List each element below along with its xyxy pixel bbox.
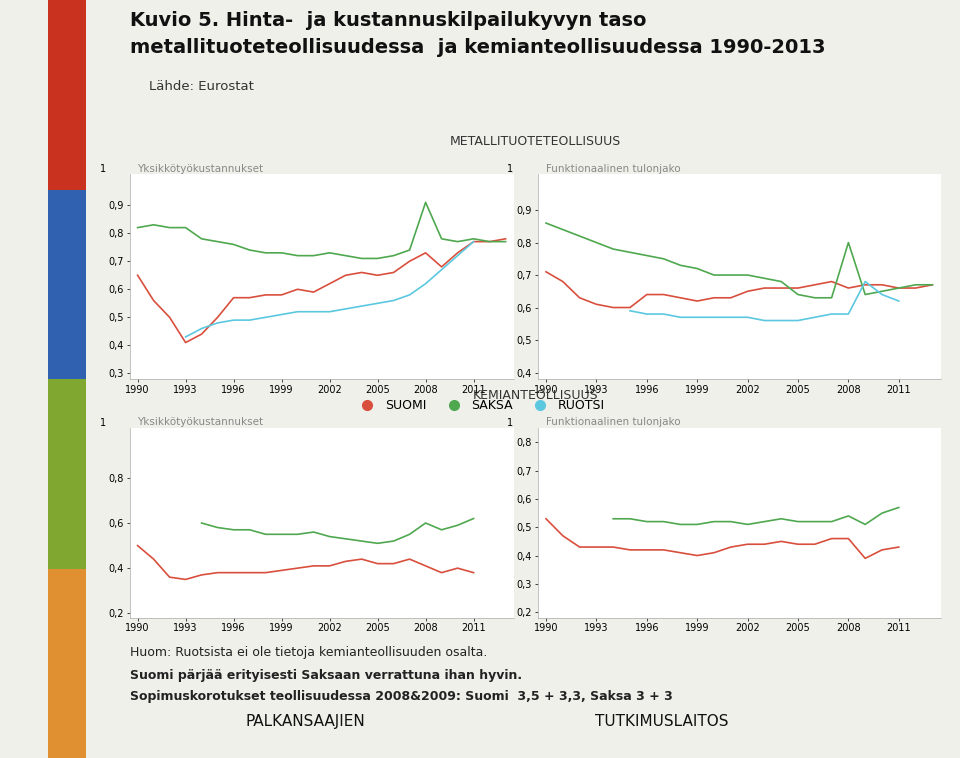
- Bar: [47, 190, 86, 379]
- Text: metallituoteteollisuudessa  ja kemianteollisuudessa 1990-2013: metallituoteteollisuudessa ja kemianteol…: [130, 38, 825, 57]
- Text: PALKANSAAJIEN: PALKANSAAJIEN: [245, 714, 365, 729]
- Bar: [47, 568, 86, 758]
- Text: METALLITUOTETEOLLISUUS: METALLITUOTETEOLLISUUS: [449, 135, 621, 148]
- Bar: [47, 0, 86, 190]
- Text: Yksikkötyökustannukset: Yksikkötyökustannukset: [137, 164, 263, 174]
- Legend: SUOMI, SAKSA, RUOTSI: SUOMI, SAKSA, RUOTSI: [350, 394, 610, 417]
- Text: Suomi pärjää erityisesti Saksaan verrattuna ihan hyvin.: Suomi pärjää erityisesti Saksaan verratt…: [130, 669, 521, 681]
- Text: KEMIANTEOLLISUUS: KEMIANTEOLLISUUS: [472, 389, 598, 402]
- Text: Sopimuskorotukset teollisuudessa 2008&2009: Suomi  3,5 + 3,3, Saksa 3 + 3: Sopimuskorotukset teollisuudessa 2008&20…: [130, 690, 672, 703]
- Text: Huom: Ruotsista ei ole tietoja kemianteollisuuden osalta.: Huom: Ruotsista ei ole tietoja kemianteo…: [130, 646, 487, 659]
- Text: Funktionaalinen tulonjako: Funktionaalinen tulonjako: [545, 418, 681, 428]
- Text: Funktionaalinen tulonjako: Funktionaalinen tulonjako: [545, 164, 681, 174]
- Bar: [47, 379, 86, 568]
- Text: Yksikkötyökustannukset: Yksikkötyökustannukset: [137, 418, 263, 428]
- Text: 1: 1: [507, 164, 514, 174]
- Text: 1: 1: [507, 418, 514, 428]
- Text: Lähde: Eurostat: Lähde: Eurostat: [149, 80, 253, 92]
- Text: Kuvio 5. Hinta-  ja kustannuskilpailukyvyn taso: Kuvio 5. Hinta- ja kustannuskilpailukyvy…: [130, 11, 646, 30]
- Text: 1: 1: [101, 164, 107, 174]
- Text: TUTKIMUSLAITOS: TUTKIMUSLAITOS: [595, 714, 729, 729]
- Text: 1: 1: [101, 418, 107, 428]
